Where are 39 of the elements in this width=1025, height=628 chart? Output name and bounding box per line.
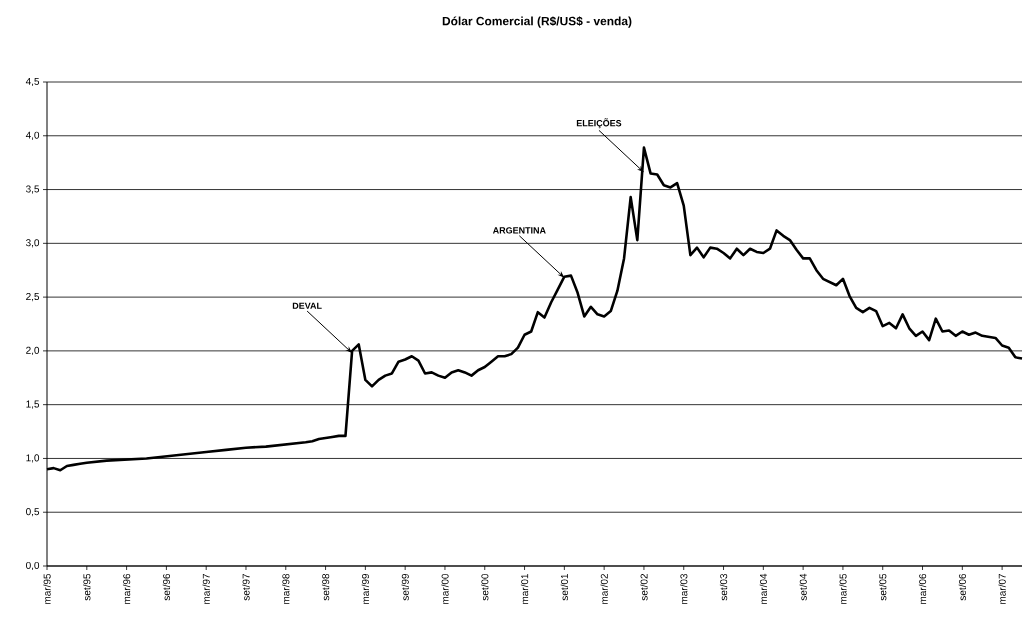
x-tick-label: mar/95 xyxy=(43,573,51,604)
x-tick-label: set/02 xyxy=(640,574,648,601)
x-tick-label: set/00 xyxy=(481,573,489,601)
x-tick-label: mar/99 xyxy=(361,573,370,604)
annotation: ARGENTINA xyxy=(492,227,546,234)
annotation: DEVAL xyxy=(292,302,322,309)
x-tick-label: mar/96 xyxy=(122,573,131,604)
x-tick-label: set/04 xyxy=(799,573,807,601)
x-tick-label: mar/04 xyxy=(759,573,767,604)
chart-title: Dólar Comercial (R$/US$ - venda) xyxy=(442,16,632,28)
x-tick-label: set/99 xyxy=(401,573,409,601)
annotation: ELEIÇÕES xyxy=(576,118,622,129)
x-tick-label: set/96 xyxy=(162,573,171,601)
x-tick-label: mar/06 xyxy=(918,573,927,604)
y-tick-label: 1,5 xyxy=(26,400,40,409)
y-tick-label: 3,5 xyxy=(26,185,40,194)
y-tick-label: 0,5 xyxy=(26,508,40,517)
x-tick-label: mar/07 xyxy=(998,574,1006,604)
y-tick-label: 1,0 xyxy=(26,454,40,463)
y-tick-label: 2,5 xyxy=(26,293,40,302)
y-tick-label: 0,0 xyxy=(26,561,40,571)
x-tick-label: set/95 xyxy=(83,573,91,601)
x-tick-label: set/06 xyxy=(958,573,966,601)
x-tick-label: set/01 xyxy=(560,574,569,601)
y-tick-label: 3,0 xyxy=(26,239,40,248)
x-tick-label: set/97 xyxy=(242,574,250,601)
x-tick-label: mar/03 xyxy=(680,573,688,604)
x-tick-label: mar/02 xyxy=(600,574,608,604)
x-tick-label: mar/00 xyxy=(441,573,449,604)
x-tick-label: set/05 xyxy=(879,573,887,601)
x-tick-label: mar/01 xyxy=(520,574,529,604)
y-tick-label: 2,0 xyxy=(26,346,40,356)
x-tick-label: mar/05 xyxy=(839,573,847,604)
x-tick-label: mar/97 xyxy=(202,574,210,604)
x-tick-label: set/03 xyxy=(719,573,728,601)
y-tick-label: 4,5 xyxy=(25,77,40,87)
x-tick-label: mar/98 xyxy=(282,573,290,604)
y-tick-label: 4,0 xyxy=(25,131,40,140)
x-tick-label: set/98 xyxy=(321,573,330,601)
